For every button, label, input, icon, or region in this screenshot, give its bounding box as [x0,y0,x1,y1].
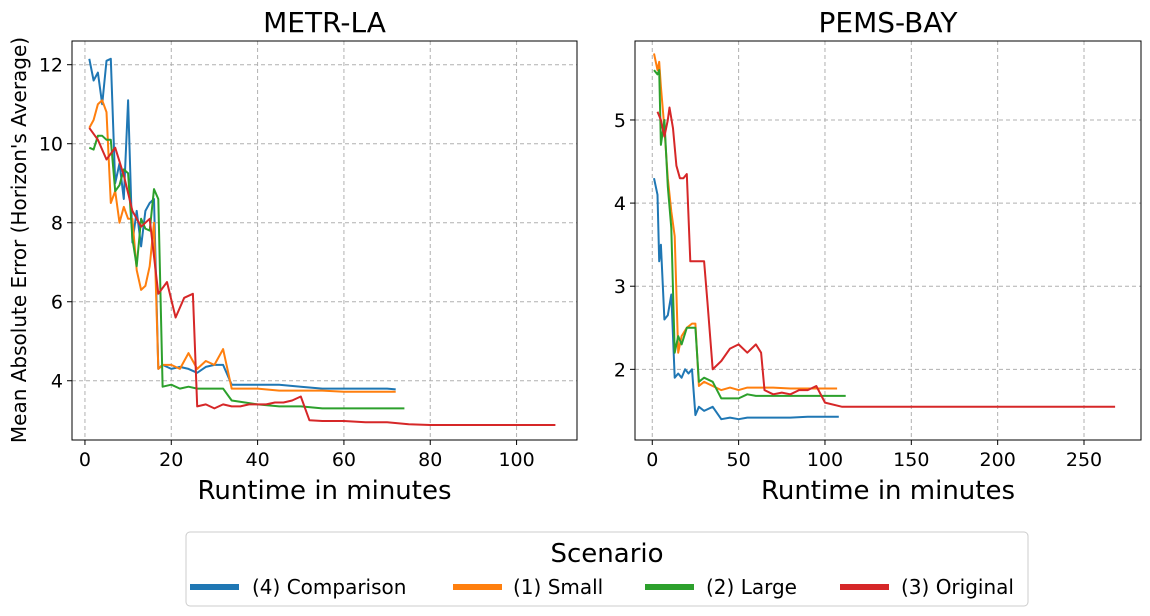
chart-title: PEMS-BAY [819,6,959,39]
series-line-4-comparison [653,177,839,421]
x-tick-label: 20 [159,449,183,471]
x-tick-label: 50 [727,449,751,471]
y-axis-label: Mean Absolute Error (Horizon's Average) [7,37,31,443]
x-ticks: 0 50 100 150 200 250 [646,440,1102,471]
series-lines [88,57,556,426]
series-line-1-small [88,99,396,393]
y-tick-label: 4 [614,193,626,215]
plot-frame [71,40,578,441]
y-tick-label: 10 [39,134,63,156]
y-ticks: 4 6 8 10 12 [39,55,72,393]
x-axis-label: Runtime in minutes [197,476,451,506]
grid-lines [635,41,1141,440]
legend-label-3-original: (3) Original [901,575,1014,599]
plot-area [635,41,1141,440]
legend-title: Scenario [550,539,663,569]
x-tick-label: 150 [893,449,929,471]
legend-label-4-comparison: (4) Comparison [252,575,406,599]
y-ticks: 2 3 4 5 [614,110,635,381]
chart-panel-pems-bay: 0 50 100 150 200 250 2 3 4 5 PEMS-BAY Runtime in… [614,6,1142,506]
y-tick-label: 6 [51,292,63,314]
x-tick-label: 200 [980,449,1016,471]
x-tick-label: 80 [418,449,442,471]
legend-label-2-large: (2) Large [706,575,797,599]
legend: Scenario (4) Comparison (1) Small (2) Larg… [185,531,1029,607]
x-tick-label: 100 [498,449,534,471]
x-tick-label: 0 [79,449,91,471]
legend-label-1-small: (1) Small [513,575,603,599]
x-tick-label: 100 [807,449,843,471]
x-axis-label: Runtime in minutes [761,476,1015,506]
y-tick-label: 3 [614,276,626,298]
series-lines [653,53,1116,421]
y-tick-label: 12 [39,55,63,77]
plot-area [72,41,577,440]
y-tick-label: 2 [614,359,626,381]
series-line-3-original [656,106,1116,408]
series-line-3-original [88,127,556,426]
x-tick-label: 0 [646,449,658,471]
x-tick-label: 250 [1066,449,1102,471]
y-tick-label: 4 [51,371,63,393]
x-tick-label: 40 [246,449,270,471]
series-line-2-large [88,134,405,410]
x-tick-label: 60 [332,449,356,471]
y-tick-label: 5 [614,110,626,132]
y-tick-label: 8 [51,213,63,235]
x-ticks: 0 20 40 60 80 100 [79,440,535,471]
grid-lines [72,41,577,440]
plot-frame [634,40,1142,441]
legend-frame [185,531,1029,607]
legend-entries: (4) Comparison (1) Small (2) Large (3) Orig… [190,575,1014,599]
chart-title: METR-LA [263,6,386,39]
chart-panel-metr-la: 0 20 40 60 80 100 4 6 8 10 12 METR-LA Runtime in … [39,6,578,506]
